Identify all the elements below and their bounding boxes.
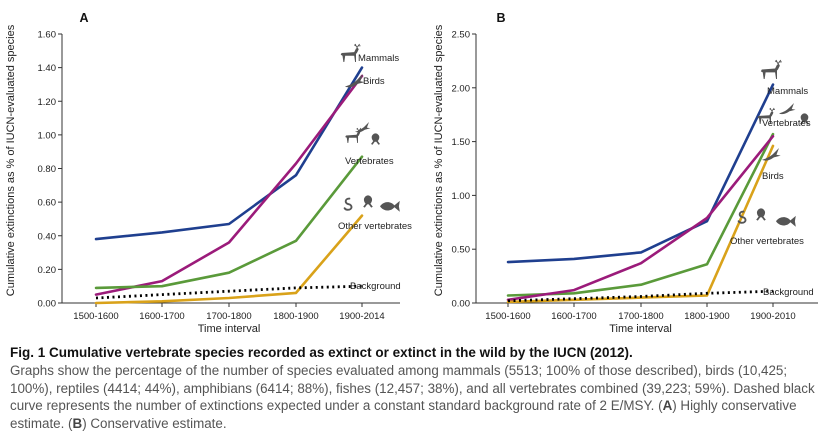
series-line-background bbox=[507, 289, 774, 303]
bird-body bbox=[345, 74, 365, 88]
caption-title-text: Cumulative vertebrate species recorded a… bbox=[49, 345, 633, 360]
y-tick-label: 0.80 bbox=[38, 164, 57, 175]
x-tick-label: 1500-1600 bbox=[485, 311, 530, 322]
bird-icon bbox=[345, 74, 365, 88]
y-tick-label: 1.60 bbox=[38, 30, 57, 41]
fish-icon bbox=[776, 215, 796, 227]
y-tick-label: 2.00 bbox=[452, 83, 471, 94]
x-tick-label: 1800-1900 bbox=[273, 311, 318, 322]
series-label-mammals: Mammals bbox=[767, 86, 808, 97]
series-label-mammals: Mammals bbox=[358, 53, 399, 64]
x-tick-label: 1900-2014 bbox=[339, 311, 384, 322]
y-tick-label: 0.50 bbox=[452, 245, 471, 256]
y-tick-label: 0.40 bbox=[38, 231, 57, 242]
chart-panel-b: B 0.00 0.50 1.00 1.50 2.00 2.50 1500-1600 1600-1… bbox=[433, 11, 818, 335]
series-label-other-vertebrates: Other vertebrates bbox=[338, 221, 412, 232]
series-label-other-vertebrates: Other vertebrates bbox=[730, 236, 804, 247]
deer-icon bbox=[757, 107, 776, 124]
series-label-birds: Birds bbox=[363, 76, 385, 87]
deer-icon bbox=[340, 43, 361, 62]
bird-body bbox=[355, 122, 371, 133]
deer-icon bbox=[345, 127, 362, 143]
caption-body-1: Graphs show the percentage of the number… bbox=[10, 363, 815, 413]
caption-title: Fig. 1 Cumulative vertebrate species rec… bbox=[10, 344, 822, 361]
bird-body bbox=[762, 148, 781, 161]
y-tick-label: 1.40 bbox=[38, 63, 57, 74]
y-axis-label: Cumulative extinctions as % of IUCN-eval… bbox=[5, 24, 17, 296]
frog-icon bbox=[363, 195, 373, 208]
series-line-mammals bbox=[506, 83, 775, 264]
y-tick-label: 1.20 bbox=[38, 97, 57, 108]
frog-icon bbox=[371, 133, 380, 145]
deer-body bbox=[345, 131, 361, 143]
caption-label-a: A bbox=[662, 398, 673, 413]
series-line-vertebrates bbox=[506, 132, 775, 297]
series-line-background bbox=[95, 284, 363, 300]
series-line-other-vertebrates bbox=[94, 214, 364, 305]
snake-body bbox=[737, 210, 747, 224]
series-label-vertebrates: Vertebrates bbox=[762, 118, 811, 129]
series-label-background: Background bbox=[763, 287, 814, 298]
series-label-vertebrates: Vertebrates bbox=[345, 156, 394, 167]
bird-icon bbox=[355, 122, 371, 133]
frog-body bbox=[363, 195, 373, 208]
deer-antlers bbox=[356, 127, 362, 132]
x-tick-label: 1600-1700 bbox=[139, 311, 184, 322]
snake-icon bbox=[737, 210, 747, 224]
x-axis-label: Time interval bbox=[609, 323, 672, 335]
frog-body bbox=[756, 208, 766, 221]
bird-icon bbox=[762, 148, 781, 161]
series-line-birds bbox=[506, 134, 775, 302]
caption-body-3: ) Conservative estimate. bbox=[82, 415, 227, 431]
caption-body: Graphs show the percentage of the number… bbox=[10, 362, 822, 432]
y-axis-label: Cumulative extinctions as % of IUCN-eval… bbox=[433, 24, 445, 296]
deer-body bbox=[757, 111, 774, 124]
deer-antlers bbox=[353, 43, 361, 48]
snake-body bbox=[343, 197, 353, 211]
frog-body bbox=[800, 113, 809, 125]
series-label-birds: Birds bbox=[762, 171, 784, 182]
frog-icon bbox=[756, 208, 766, 221]
deer-antlers bbox=[769, 107, 776, 112]
caption-body-2: ) Highly conservative estimate. ( bbox=[10, 398, 797, 431]
y-tick-label: 0.60 bbox=[38, 198, 57, 209]
x-tick-label: 1800-1900 bbox=[684, 311, 729, 322]
caption-fig-label: Fig. 1 bbox=[10, 345, 46, 360]
y-tick-label: 1.00 bbox=[38, 130, 57, 141]
series-label-background: Background bbox=[350, 281, 401, 292]
deer-icon bbox=[760, 59, 782, 79]
y-tick-label: 2.50 bbox=[452, 30, 471, 41]
panel-letter: B bbox=[496, 11, 505, 25]
bird-body bbox=[779, 103, 796, 115]
y-tick-label: 1.00 bbox=[452, 191, 471, 202]
x-axis-label: Time interval bbox=[198, 323, 261, 335]
x-tick-label: 1600-1700 bbox=[551, 311, 596, 322]
figure-canvas: A 0.00 0.20 0.40 0.60 0.80 1.00 1.20 1.40 1.60 150… bbox=[5, 11, 818, 335]
x-tick-label: 1500-1600 bbox=[73, 311, 118, 322]
series-line-vertebrates bbox=[94, 155, 364, 290]
y-tick-label: 0.20 bbox=[38, 265, 57, 276]
y-tick-label: 0.00 bbox=[38, 299, 57, 310]
fish-body bbox=[776, 215, 796, 227]
fish-icon bbox=[380, 200, 400, 212]
x-tick-label: 1700-1800 bbox=[206, 311, 251, 322]
y-tick-label: 1.50 bbox=[452, 137, 471, 148]
bird-icon bbox=[779, 103, 796, 115]
series-line-mammals bbox=[94, 66, 364, 241]
frog-icon bbox=[800, 113, 809, 125]
deer-antlers bbox=[774, 59, 782, 65]
chart-panel-a: A 0.00 0.20 0.40 0.60 0.80 1.00 1.20 1.40 1.60 150… bbox=[5, 11, 412, 335]
deer-body bbox=[760, 63, 780, 79]
deer-body bbox=[340, 47, 359, 62]
figure-caption: Fig. 1 Cumulative vertebrate species rec… bbox=[10, 344, 822, 432]
panel-letter: A bbox=[79, 11, 88, 25]
caption-label-b: B bbox=[72, 415, 83, 431]
snake-icon bbox=[343, 197, 353, 211]
y-tick-label: 0.00 bbox=[452, 299, 471, 310]
x-tick-label: 1900-2010 bbox=[750, 311, 795, 322]
frog-body bbox=[371, 133, 380, 145]
x-tick-label: 1700-1800 bbox=[618, 311, 663, 322]
fish-body bbox=[380, 200, 400, 212]
